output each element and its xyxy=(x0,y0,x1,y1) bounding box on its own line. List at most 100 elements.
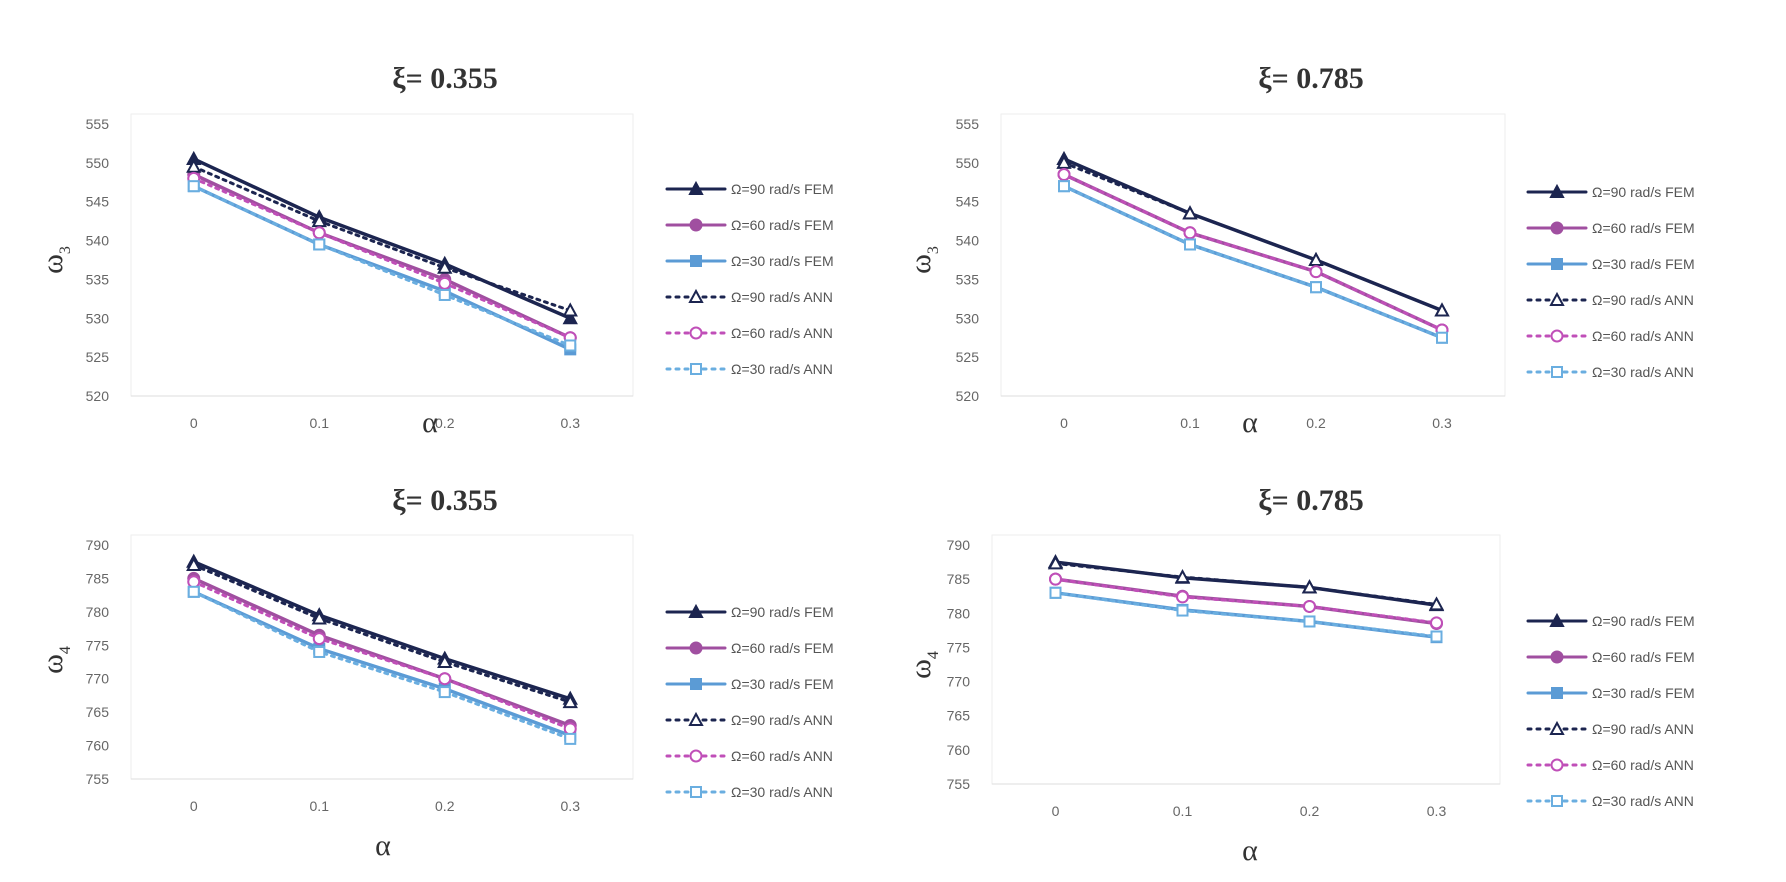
legend-marker-fem90 xyxy=(688,603,704,618)
x-axis-label: α xyxy=(422,406,438,439)
legend-marker-ann30 xyxy=(690,363,702,375)
legend-marker-ann30 xyxy=(690,786,702,798)
data-point-ann30 xyxy=(1436,331,1448,344)
legend-marker-fem90 xyxy=(1549,612,1565,627)
legend-label: Ω=60 rad/s FEM xyxy=(1592,649,1695,665)
data-point-ann60 xyxy=(1183,226,1197,240)
legend-label: Ω=90 rad/s ANN xyxy=(1592,721,1694,737)
data-point-ann30 xyxy=(187,585,200,598)
y-axis-label-main: ω xyxy=(904,659,937,679)
series-line-ann30 xyxy=(192,590,572,741)
y-tick-label: 765 xyxy=(947,708,971,724)
x-tick-label: 0 xyxy=(190,798,198,814)
y-tick-label: 790 xyxy=(86,537,110,553)
data-point-ann60 xyxy=(1430,616,1443,630)
series-line-ann90 xyxy=(1054,561,1438,606)
series-line-fem30 xyxy=(192,590,572,738)
data-point-ann30 xyxy=(1303,615,1316,628)
series-line-ann90 xyxy=(192,563,572,704)
y-tick-label: 540 xyxy=(956,233,980,249)
x-axis-label: α xyxy=(375,829,391,862)
data-point-ann60 xyxy=(1057,168,1071,182)
x-tick-label: 0.3 xyxy=(1432,415,1452,431)
data-point-ann30 xyxy=(313,645,326,658)
series-line-ann30 xyxy=(1062,184,1444,340)
data-point-ann60 xyxy=(187,575,201,589)
legend-marker-ann60 xyxy=(689,326,703,340)
x-tick-label: 0.2 xyxy=(1300,803,1320,819)
legend-marker-fem30 xyxy=(1551,687,1563,699)
y-axis-label: ω4 xyxy=(904,651,942,679)
legend-marker-fem90 xyxy=(1549,183,1565,198)
data-point-ann30 xyxy=(1058,180,1070,193)
y-tick-label: 535 xyxy=(956,271,980,287)
x-tick-label: 0.3 xyxy=(1427,803,1447,819)
y-axis-label-main: ω xyxy=(36,654,69,674)
data-point-ann30 xyxy=(564,339,577,352)
chart-4: ξ= 0.785 755 760 765 770 775 780 785 790 0 0.1 0.2 0… xyxy=(904,484,1695,867)
chart-2: ξ= 0.785 520 525 530 535 540 545 550 555 0 0.1 0.2 0… xyxy=(904,62,1695,439)
legend-marker-ann90 xyxy=(1549,291,1565,306)
legend-label: Ω=60 rad/s ANN xyxy=(731,325,833,341)
y-tick-label: 765 xyxy=(86,704,110,720)
y-tick-label: 530 xyxy=(86,310,110,326)
y-axis-label-sub: 3 xyxy=(925,246,942,254)
series-line-ann30 xyxy=(1054,591,1438,639)
data-point-ann90 xyxy=(186,556,202,572)
legend-marker-fem30 xyxy=(1551,258,1563,270)
y-tick-label: 540 xyxy=(86,233,110,249)
legend-marker-ann30 xyxy=(1551,795,1563,807)
legend-marker-fem60 xyxy=(689,218,703,232)
data-point-ann90 xyxy=(1308,251,1324,266)
y-tick-label: 555 xyxy=(956,116,980,132)
legend-marker-ann60 xyxy=(1550,329,1564,343)
y-tick-label: 775 xyxy=(947,639,971,655)
y-axis-label: ω4 xyxy=(36,646,74,674)
y-tick-label: 790 xyxy=(947,537,971,553)
x-tick-label: 0.2 xyxy=(435,798,455,814)
x-axis-label: α xyxy=(1242,834,1258,867)
chart-title: ξ= 0.355 xyxy=(392,62,497,95)
data-point-ann90 xyxy=(1182,205,1198,220)
y-tick-label: 525 xyxy=(956,349,980,365)
series-line-ann90 xyxy=(192,165,572,313)
y-tick-label: 755 xyxy=(86,771,110,787)
data-point-ann30 xyxy=(1176,604,1189,617)
y-tick-label: 535 xyxy=(86,271,110,287)
x-tick-label: 0.1 xyxy=(1180,415,1200,431)
data-point-ann30 xyxy=(438,288,451,301)
series-line-ann60 xyxy=(1062,173,1444,332)
data-point-ann90 xyxy=(562,302,578,317)
legend-label: Ω=30 rad/s ANN xyxy=(731,784,833,800)
y-tick-label: 550 xyxy=(86,155,110,171)
legend-marker-ann90 xyxy=(1549,720,1565,735)
legend-label: Ω=30 rad/s FEM xyxy=(731,253,834,269)
series-line-ann60 xyxy=(192,176,572,340)
legend-marker-fem90 xyxy=(688,180,704,195)
data-point-ann30 xyxy=(1049,586,1062,599)
data-point-ann30 xyxy=(1430,630,1443,643)
y-tick-label: 545 xyxy=(86,194,110,210)
plot-area xyxy=(1000,113,1506,397)
data-point-ann30 xyxy=(187,180,200,193)
y-tick-label: 550 xyxy=(956,155,980,171)
data-point-ann30 xyxy=(1184,238,1196,251)
data-point-ann60 xyxy=(312,226,326,240)
data-point-fem90 xyxy=(562,310,578,325)
legend-label: Ω=90 rad/s FEM xyxy=(731,604,834,620)
y-tick-label: 760 xyxy=(947,742,971,758)
legend-label: Ω=90 rad/s ANN xyxy=(1592,292,1694,308)
chart-3: ξ= 0.355 755 760 765 770 775 780 785 790 0 0.1 0.2 0… xyxy=(36,484,834,862)
y-tick-label: 780 xyxy=(947,605,971,621)
legend-label: Ω=60 rad/s ANN xyxy=(731,748,833,764)
data-point-ann30 xyxy=(438,686,451,699)
chart-title: ξ= 0.355 xyxy=(392,484,497,517)
y-tick-label: 555 xyxy=(86,116,110,132)
chart-1: ξ= 0.355 520 525 530 535 540 545 550 555 0 0.1 0.2 0… xyxy=(36,62,834,439)
legend-marker-fem60 xyxy=(689,641,703,655)
legend-label: Ω=60 rad/s FEM xyxy=(731,640,834,656)
chart-title: ξ= 0.785 xyxy=(1258,62,1363,95)
y-tick-label: 755 xyxy=(947,776,971,792)
series-line-fem30 xyxy=(192,184,572,352)
legend-label: Ω=90 rad/s FEM xyxy=(731,181,834,197)
